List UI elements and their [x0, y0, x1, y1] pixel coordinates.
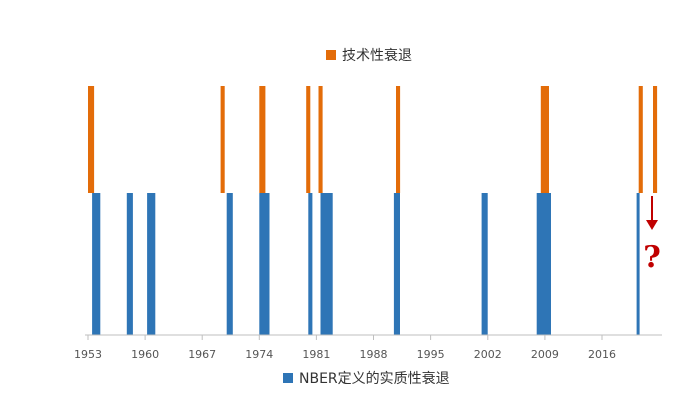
nber-recession-bar-5	[308, 193, 313, 335]
x-tick-label-2002: 2002	[474, 348, 502, 361]
legend-swatch-orange	[326, 50, 336, 60]
legend-technical-recession: 技术性衰退	[326, 45, 412, 65]
nber-recession-bars	[92, 193, 640, 335]
nber-recession-bar-0	[92, 193, 101, 335]
x-tick-label-1988: 1988	[360, 348, 388, 361]
legend-swatch-blue	[283, 373, 293, 383]
technical-recession-bar-5	[396, 86, 401, 193]
future-recession-annotation: ?	[643, 196, 661, 275]
x-tick-label-1981: 1981	[302, 348, 330, 361]
x-tick-label-1995: 1995	[417, 348, 445, 361]
x-tick-label-1953: 1953	[74, 348, 102, 361]
technical-recession-bar-3	[306, 86, 311, 193]
down-arrow-head	[646, 220, 658, 230]
nber-recession-bar-8	[481, 193, 488, 335]
x-tick-label-1967: 1967	[188, 348, 216, 361]
nber-recession-bar-2	[147, 193, 156, 335]
technical-recession-bar-1	[220, 86, 225, 193]
x-tick-label-2009: 2009	[531, 348, 559, 361]
technical-recession-bar-6	[540, 86, 549, 193]
question-mark: ?	[643, 240, 661, 275]
technical-recession-bar-2	[259, 86, 266, 193]
nber-recession-bar-7	[393, 193, 400, 335]
nber-recession-bar-6	[320, 193, 333, 335]
nber-recession-bar-10	[636, 193, 640, 335]
technical-recession-bar-4	[318, 86, 323, 193]
nber-recession-bar-9	[536, 193, 551, 335]
technical-recession-bars	[88, 86, 658, 193]
legend-label-technical-recession: 技术性衰退	[342, 48, 412, 64]
x-axis-ticks: 1953 1960 1967 1974 1981 1988 1995 2002 2009 2016	[74, 335, 616, 361]
nber-recession-bar-1	[126, 193, 133, 335]
nber-recession-bar-4	[259, 193, 270, 335]
legend-label-nber-recession: NBER定义的实质性衰退	[299, 371, 450, 387]
x-tick-label-1974: 1974	[245, 348, 273, 361]
technical-recession-bar-8	[653, 86, 658, 193]
legend-nber-recession: NBER定义的实质性衰退	[283, 368, 450, 388]
technical-recession-bar-0	[88, 86, 95, 193]
x-tick-label-2016: 2016	[588, 348, 616, 361]
nber-recession-bar-3	[226, 193, 233, 335]
technical-recession-bar-7	[638, 86, 643, 193]
x-tick-label-1960: 1960	[131, 348, 159, 361]
